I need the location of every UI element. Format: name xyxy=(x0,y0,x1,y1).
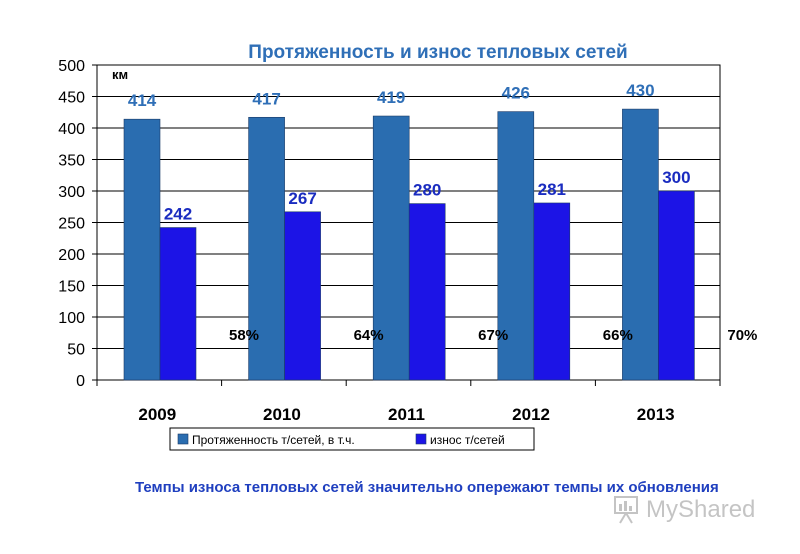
bar-length xyxy=(123,118,161,381)
y-tick-label: 50 xyxy=(67,342,85,359)
data-label-length: 414 xyxy=(128,91,157,110)
data-label-wear: 300 xyxy=(662,168,690,187)
bar-length xyxy=(248,116,285,381)
bars xyxy=(123,108,695,381)
data-label-length: 419 xyxy=(377,88,405,107)
axes: 0 50 100 150 200 250 300 350 400 450 500 2009 2010 20… xyxy=(58,58,721,424)
y-tick-label: 500 xyxy=(58,58,85,75)
y-tick-label: 450 xyxy=(58,90,85,107)
y-tick-label: 300 xyxy=(58,184,85,201)
presentation-icon xyxy=(614,496,638,524)
data-labels: 414 242 58% 417 267 64% 419 280 67% 426 281 66% 430 3… xyxy=(128,81,758,344)
y-tick-label: 150 xyxy=(58,279,85,296)
legend-box xyxy=(169,427,535,451)
y-tick-label: 100 xyxy=(58,310,85,327)
bar-wear xyxy=(159,227,197,381)
x-tick-label: 2009 xyxy=(138,405,176,424)
y-tick-label: 200 xyxy=(58,247,85,264)
data-label-length: 417 xyxy=(252,89,280,108)
percent-label: 58% xyxy=(229,327,259,344)
percent-label: 66% xyxy=(603,327,633,344)
percent-label: 64% xyxy=(354,327,384,344)
data-label-length: 430 xyxy=(626,81,654,100)
legend-label-wear: износ т/сетей xyxy=(430,433,505,447)
watermark: MyShared xyxy=(612,492,782,528)
percent-label: 67% xyxy=(478,327,508,344)
y-tick-label: 350 xyxy=(58,153,85,170)
legend-label-length: Протяженность т/сетей, в т.ч. xyxy=(192,433,355,447)
legend-swatch-length xyxy=(177,433,189,445)
data-label-wear: 281 xyxy=(538,180,566,199)
x-tick-label: 2010 xyxy=(263,405,301,424)
percent-label: 70% xyxy=(727,327,757,344)
bar-length xyxy=(622,108,659,381)
y-tick-label: 0 xyxy=(76,373,85,390)
bar-wear xyxy=(533,202,571,381)
x-tick-label: 2012 xyxy=(512,405,550,424)
data-label-wear: 280 xyxy=(413,181,441,200)
data-label-wear: 242 xyxy=(164,205,192,224)
y-axis-unit-label: км xyxy=(112,67,128,82)
bar-length xyxy=(497,111,535,381)
footer-note: Темпы износа тепловых сетей значительно … xyxy=(135,479,719,496)
x-tick-label: 2011 xyxy=(388,405,425,424)
bar-wear xyxy=(408,203,446,381)
x-tick-label: 2013 xyxy=(637,405,675,424)
chart-title: Протяженность и износ тепловых сетей xyxy=(248,42,627,63)
y-tick-label: 250 xyxy=(58,216,85,233)
bar-wear xyxy=(658,190,695,381)
legend-swatch-wear xyxy=(415,433,427,445)
data-label-length: 426 xyxy=(502,84,530,103)
y-tick-label: 400 xyxy=(58,121,85,138)
bar-wear xyxy=(284,211,321,381)
data-label-wear: 267 xyxy=(288,189,316,208)
legend: Протяженность т/сетей, в т.ч. износ т/сет… xyxy=(169,427,535,451)
watermark-text: MyShared xyxy=(646,496,756,523)
